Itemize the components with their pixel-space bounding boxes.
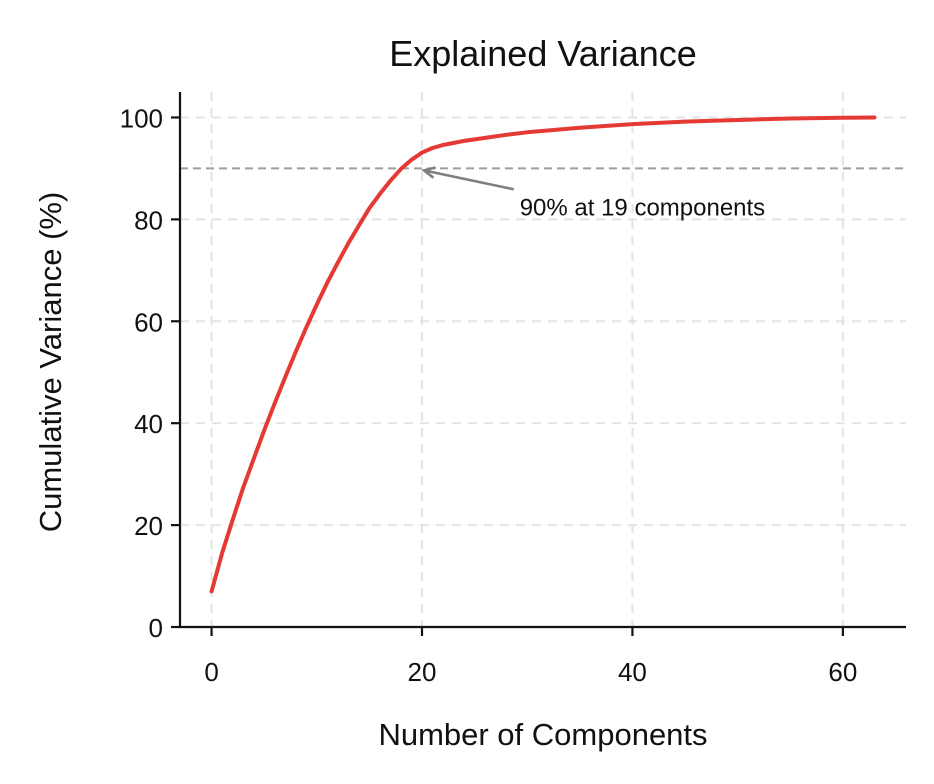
x-axis-label: Number of Components bbox=[378, 717, 707, 752]
annotation-text: 90% at 19 components bbox=[520, 194, 766, 221]
y-tick-label-1: 20 bbox=[134, 511, 163, 541]
y-tick-label-3: 60 bbox=[134, 307, 163, 337]
series-line-0 bbox=[209, 115, 877, 594]
x-tick-label-1: 20 bbox=[408, 657, 437, 687]
series-group bbox=[209, 115, 877, 594]
x-tick-label-2: 40 bbox=[618, 657, 647, 687]
y-axis-label: Cumulative Variance (%) bbox=[33, 192, 68, 533]
ticks: 0 20 40 60 0 20 40 60 80 100 bbox=[120, 103, 858, 687]
axes bbox=[178, 92, 906, 629]
x-tick-label-3: 60 bbox=[828, 657, 857, 687]
y-tick-label-5: 100 bbox=[120, 103, 163, 133]
y-tick-label-2: 40 bbox=[134, 409, 163, 439]
grid bbox=[180, 92, 906, 628]
annotation-group: 90% at 19 components bbox=[421, 166, 766, 221]
x-tick-label-0: 0 bbox=[204, 657, 218, 687]
y-tick-label-4: 80 bbox=[134, 205, 163, 235]
chart-title: Explained Variance bbox=[389, 33, 697, 74]
y-tick-label-0: 0 bbox=[149, 613, 163, 643]
annotation-arrow bbox=[421, 166, 514, 191]
